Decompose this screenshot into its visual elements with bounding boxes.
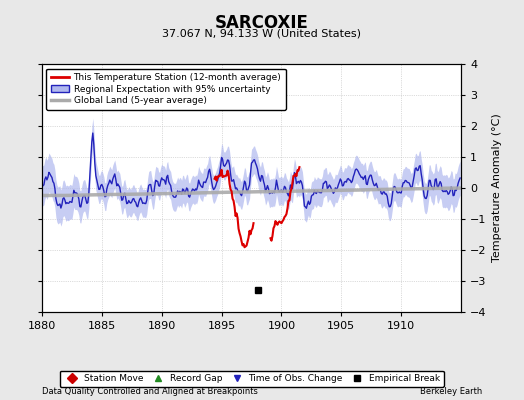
Text: Data Quality Controlled and Aligned at Breakpoints: Data Quality Controlled and Aligned at B… xyxy=(42,387,258,396)
Y-axis label: Temperature Anomaly (°C): Temperature Anomaly (°C) xyxy=(492,114,502,262)
Text: 37.067 N, 94.133 W (United States): 37.067 N, 94.133 W (United States) xyxy=(162,29,362,39)
Text: Berkeley Earth: Berkeley Earth xyxy=(420,387,482,396)
Text: SARCOXIE: SARCOXIE xyxy=(215,14,309,32)
Legend: Station Move, Record Gap, Time of Obs. Change, Empirical Break: Station Move, Record Gap, Time of Obs. C… xyxy=(60,371,443,387)
